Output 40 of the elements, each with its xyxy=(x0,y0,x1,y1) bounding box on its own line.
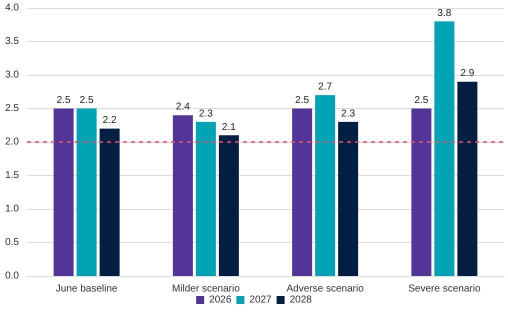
bar xyxy=(76,108,97,276)
text: 0.0 xyxy=(5,270,19,282)
data-label: 2.7 xyxy=(318,82,333,93)
legend-label: 2028 xyxy=(290,294,312,306)
x-tick-label: Severe scenario xyxy=(408,284,481,294)
x-tick-label: Milder scenario xyxy=(172,284,240,294)
data-label: 2.9 xyxy=(460,68,475,80)
data-label: 2.4 xyxy=(176,102,190,113)
data-label: 2.3 xyxy=(198,108,214,120)
bar xyxy=(54,108,74,276)
bar xyxy=(338,122,358,276)
legend-label: 2027 xyxy=(249,294,272,306)
data-label: 2.5 xyxy=(80,95,94,106)
data-label: 2.3 xyxy=(341,108,356,120)
text: 2.5 xyxy=(5,103,19,114)
bar xyxy=(457,82,478,276)
text: 2.0 xyxy=(5,136,19,148)
x-tick-label: June baseline xyxy=(56,284,118,294)
text: 4.0 xyxy=(5,2,19,14)
data-label: 2.5 xyxy=(414,95,429,106)
bar xyxy=(434,21,454,276)
data-label: 2.1 xyxy=(222,122,236,133)
text: 0.5 xyxy=(5,237,19,248)
text: 3.0 xyxy=(5,70,19,80)
bar xyxy=(196,122,216,276)
bar xyxy=(100,128,120,276)
bar xyxy=(172,115,193,276)
data-label: 2.2 xyxy=(102,115,118,126)
bar xyxy=(292,108,312,276)
data-label: 3.8 xyxy=(437,8,452,19)
text: 3.5 xyxy=(5,36,19,47)
text: 1.0 xyxy=(5,204,19,214)
data-label: 2.5 xyxy=(295,95,310,106)
data-label: 2.5 xyxy=(56,95,72,106)
bar xyxy=(411,108,432,276)
legend-label: 2026 xyxy=(209,294,232,306)
bar xyxy=(315,95,336,276)
text: 1.5 xyxy=(5,170,19,181)
x-tick-label: Adverse scenario xyxy=(286,284,364,294)
bar xyxy=(218,135,239,276)
